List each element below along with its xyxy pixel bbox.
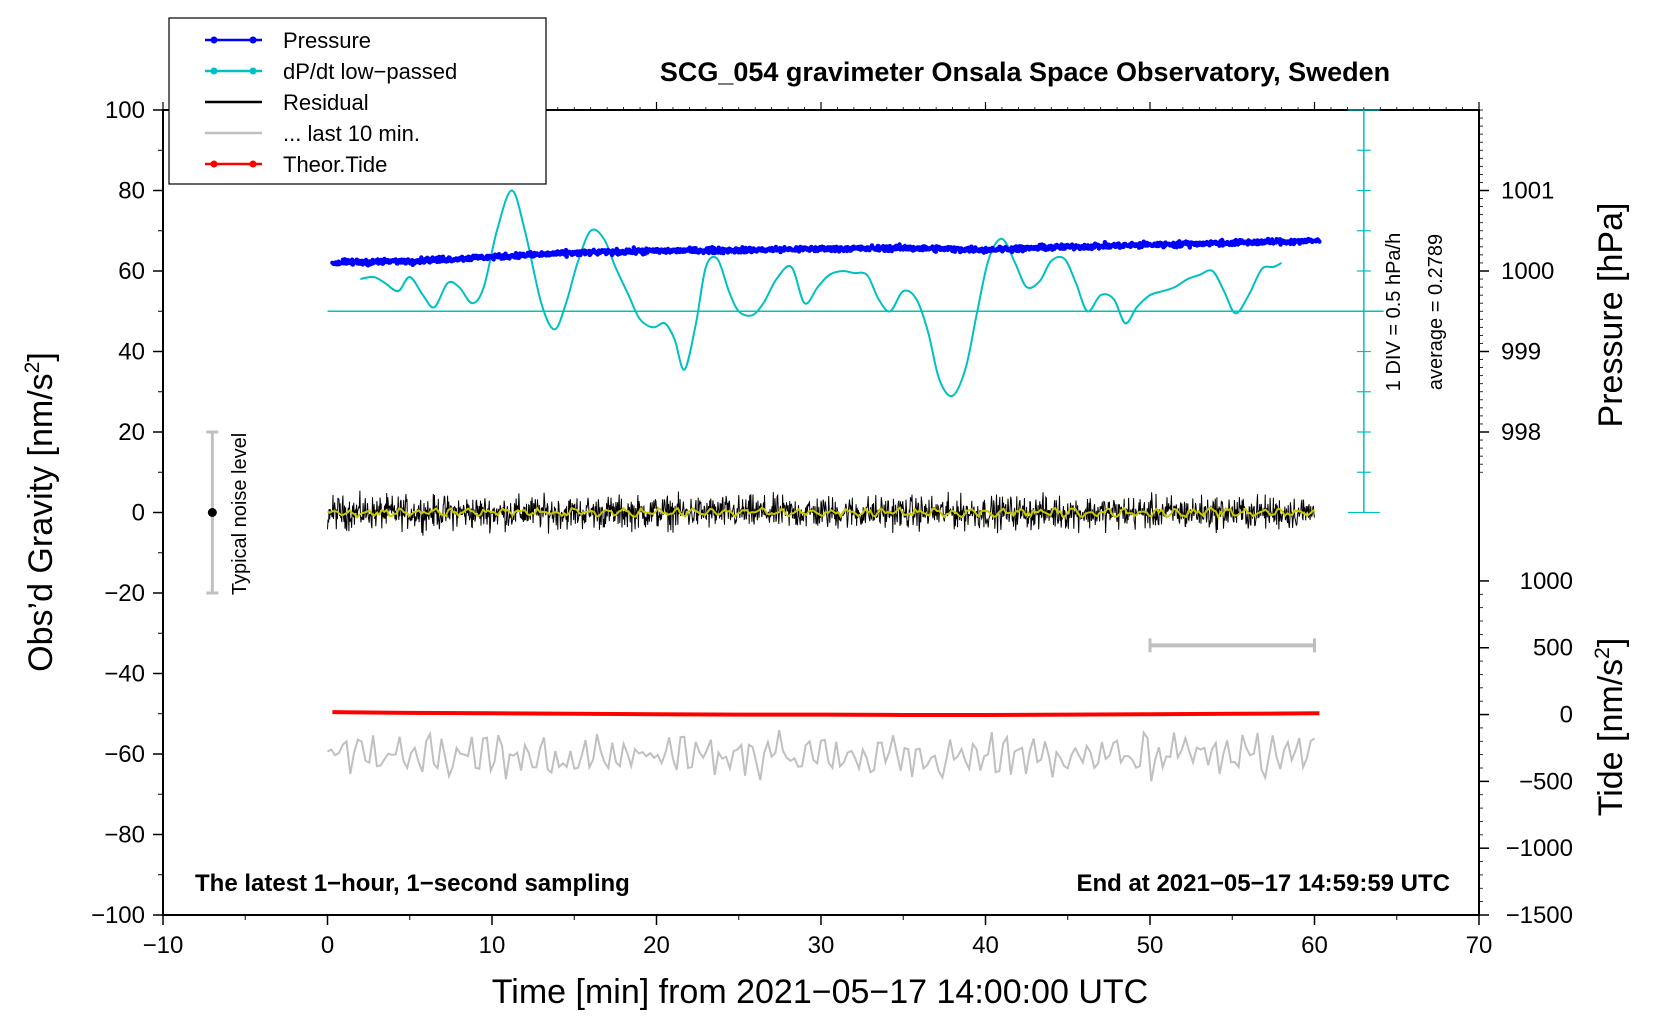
- y-tide-tick-label: −1500: [1506, 902, 1573, 929]
- x-tick-label: 10: [479, 932, 506, 959]
- y-left-tick-label: 60: [118, 258, 145, 285]
- y-axis-title-pressure: Pressure [hPa]: [1592, 203, 1630, 428]
- y-axis-title-left-close: ]: [22, 352, 60, 361]
- legend-marker: [210, 67, 218, 75]
- latest-note: The latest 1−hour, 1−second sampling: [195, 870, 630, 897]
- x-tick-label: −10: [143, 932, 184, 959]
- x-tick-label: 0: [321, 932, 334, 959]
- dpdt-scale: [327, 109, 1384, 514]
- pressure-point: [1317, 239, 1322, 244]
- series-tide-line: [332, 710, 1320, 717]
- y-left-tick-label: 40: [118, 339, 145, 366]
- legend-marker: [249, 67, 257, 75]
- y-axis-title-tide-sup: 2: [1591, 647, 1614, 659]
- chart-title: SCG_054 gravimeter Onsala Space Observat…: [660, 57, 1390, 87]
- y-left-tick-label: 80: [118, 178, 145, 205]
- series-dpdt-line: [360, 189, 1283, 398]
- y-left-tick-label: −40: [104, 661, 145, 688]
- legend-marker: [249, 36, 257, 44]
- legend-marker: [210, 36, 218, 44]
- div-label: 1 DIV = 0.5 hPa/h: [1383, 233, 1405, 391]
- y-left-tick-label: 0: [132, 500, 145, 527]
- legend: Pressure dP/dt low−passed Residual ... last…: [168, 17, 547, 185]
- legend-label: dP/dt low−passed: [283, 59, 457, 84]
- y-pressure-tick-label: 998: [1501, 419, 1541, 446]
- y-pressure-tick-label: 999: [1501, 339, 1541, 366]
- noise-center-dot: [207, 508, 217, 517]
- y-pressure-tick-label: 1001: [1501, 178, 1554, 205]
- x-tick-label: 70: [1466, 932, 1493, 959]
- noise-indicator: [206, 430, 219, 595]
- legend-marker: [210, 160, 218, 168]
- y-tide-tick-label: 1000: [1520, 568, 1573, 595]
- x-tick-label: 50: [1137, 932, 1164, 959]
- y-tide-tick-label: −1000: [1506, 835, 1573, 862]
- y-axis-title-tide-main: Tide [nm/s: [1592, 659, 1630, 816]
- pressure-point: [952, 249, 958, 254]
- pressure-point: [897, 242, 902, 247]
- y-left-tick-label: 100: [105, 97, 145, 124]
- noise-label: Typical noise level: [229, 433, 251, 595]
- legend-entries: Pressure dP/dt low−passed Residual ... last…: [205, 28, 457, 177]
- series-residual-line: [327, 490, 1315, 536]
- legend-label: Theor.Tide: [283, 152, 387, 177]
- legend-label: Pressure: [283, 28, 371, 53]
- x-tick-label: 30: [808, 932, 835, 959]
- legend-label: Residual: [283, 90, 369, 115]
- pressure-point: [564, 254, 569, 259]
- y-left-tick-label: −20: [104, 580, 145, 607]
- average-label: average = 0.2789: [1425, 234, 1447, 390]
- legend-label: ... last 10 min.: [283, 121, 420, 146]
- series-last10-line: [327, 730, 1316, 782]
- y-axis-title-left-sup: 2: [21, 362, 44, 374]
- y-axis-title-left: Obs’d Gravity [nm/s2]: [21, 352, 60, 672]
- x-tick-label: 20: [643, 932, 670, 959]
- x-tick-label: 60: [1301, 932, 1328, 959]
- y-tide-tick-label: 0: [1560, 702, 1573, 729]
- y-left-tick-label: 20: [118, 419, 145, 446]
- y-pressure-tick-label: 1000: [1501, 258, 1554, 285]
- series-pressure-points: [330, 236, 1322, 268]
- x-axis-title: Time [min] from 2021−05−17 14:00:00 UTC: [492, 973, 1148, 1011]
- y-left-tick-label: −100: [91, 902, 145, 929]
- series-layer: [327, 189, 1322, 782]
- axis-ticks: −10 0 10 20 30 40 50 60 70100806040200−20−40−60−…: [91, 97, 1573, 959]
- y-axis-title-left-main: Obs’d Gravity [nm/s: [22, 373, 60, 672]
- y-axis-title-tide: Tide [nm/s2]: [1591, 638, 1630, 817]
- legend-marker: [249, 160, 257, 168]
- x-tick-label: 40: [972, 932, 999, 959]
- y-left-tick-label: −80: [104, 822, 145, 849]
- y-left-tick-label: −60: [104, 741, 145, 768]
- series-residual-smoothed-line: [327, 506, 1316, 520]
- y-tide-tick-label: −500: [1519, 768, 1573, 795]
- y-axis-title-tide-close: ]: [1592, 638, 1630, 647]
- end-note: End at 2021−05−17 14:59:59 UTC: [1076, 870, 1450, 897]
- y-tide-tick-label: 500: [1533, 635, 1573, 662]
